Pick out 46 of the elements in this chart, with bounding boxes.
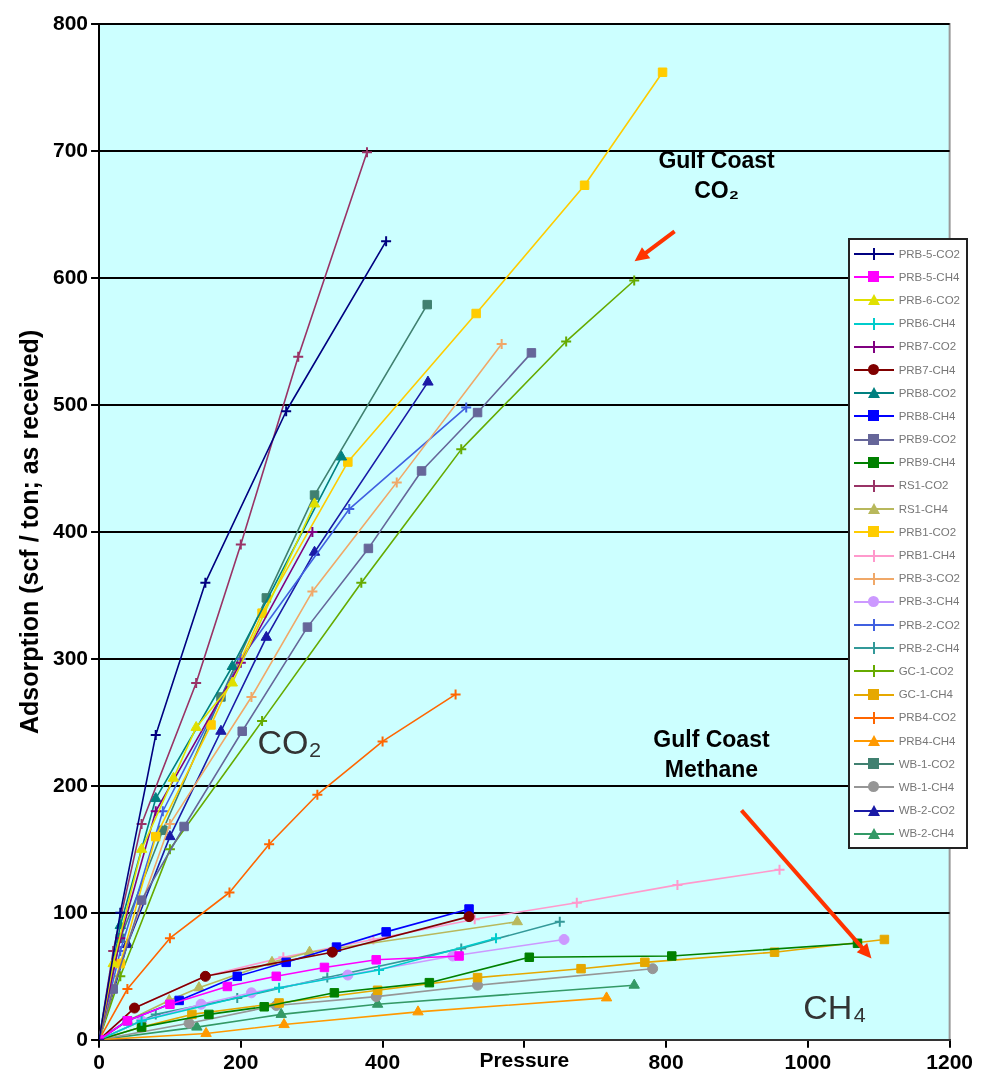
legend-label: PRB9-CO2: [898, 433, 957, 446]
legend-label: PRB-5-CO2: [898, 247, 960, 260]
legend-label: PRB4-CO2: [898, 711, 957, 724]
legend-label: PRB-2-CH4: [898, 641, 960, 654]
legend-label: PRB1-CO2: [898, 525, 957, 538]
annotation: Gulf Coast Methane: [653, 725, 770, 782]
legend-label: PRB-2-CO2: [898, 618, 960, 631]
legend-label: PRB7-CH4: [898, 363, 956, 376]
x-tick-label: 0: [93, 1050, 105, 1074]
legend-label: WB-2-CO2: [898, 804, 955, 817]
y-tick-label: 200: [52, 772, 89, 796]
legend-label: WB-1-CO2: [898, 757, 955, 770]
legend-label: PRB8-CH4: [898, 409, 956, 422]
x-tick-label: 1000: [784, 1050, 832, 1074]
legend-label: PRB-6-CO2: [898, 293, 960, 306]
legend-label: GC-1-CH4: [898, 688, 953, 701]
y-tick-label: 400: [52, 518, 89, 542]
legend-label: PRB7-CO2: [898, 340, 957, 353]
x-tick-label: 200: [223, 1050, 259, 1074]
legend-label: PRB-3-CO2: [898, 572, 960, 585]
y-tick-label: 100: [52, 899, 89, 923]
annotation: CH₄: [803, 987, 867, 1026]
x-tick-label: 800: [648, 1050, 684, 1074]
x-axis-title: Pressure: [479, 1048, 570, 1072]
y-axis-title: Adsorption (scf / ton; as received): [14, 329, 43, 735]
y-tick-label: 700: [52, 137, 89, 161]
y-tick-label: 0: [76, 1026, 89, 1050]
legend-label: WB-2-CH4: [898, 827, 955, 840]
legend-label: PRB9-CH4: [898, 456, 956, 469]
legend-label: GC-1-CO2: [898, 664, 954, 677]
y-tick-label: 500: [52, 391, 89, 415]
legend-label: PRB-5-CH4: [898, 270, 960, 283]
annotation: CO₂: [257, 722, 322, 761]
y-tick-label: 600: [52, 264, 89, 288]
y-tick-label: 800: [52, 10, 89, 34]
legend-label: RS1-CH4: [898, 502, 948, 515]
legend-label: PRB6-CH4: [898, 317, 956, 330]
legend-label: PRB4-CH4: [898, 734, 956, 747]
legend-label: PRB-3-CH4: [898, 595, 960, 608]
x-tick-label: 400: [365, 1050, 401, 1074]
x-tick-label: 1200: [926, 1050, 973, 1074]
legend-label: PRB1-CH4: [898, 549, 956, 562]
legend-label: PRB8-CO2: [898, 386, 957, 399]
legend-label: WB-1-CH4: [898, 780, 955, 793]
y-tick-label: 300: [52, 645, 89, 669]
legend-label: RS1-CO2: [898, 479, 949, 492]
